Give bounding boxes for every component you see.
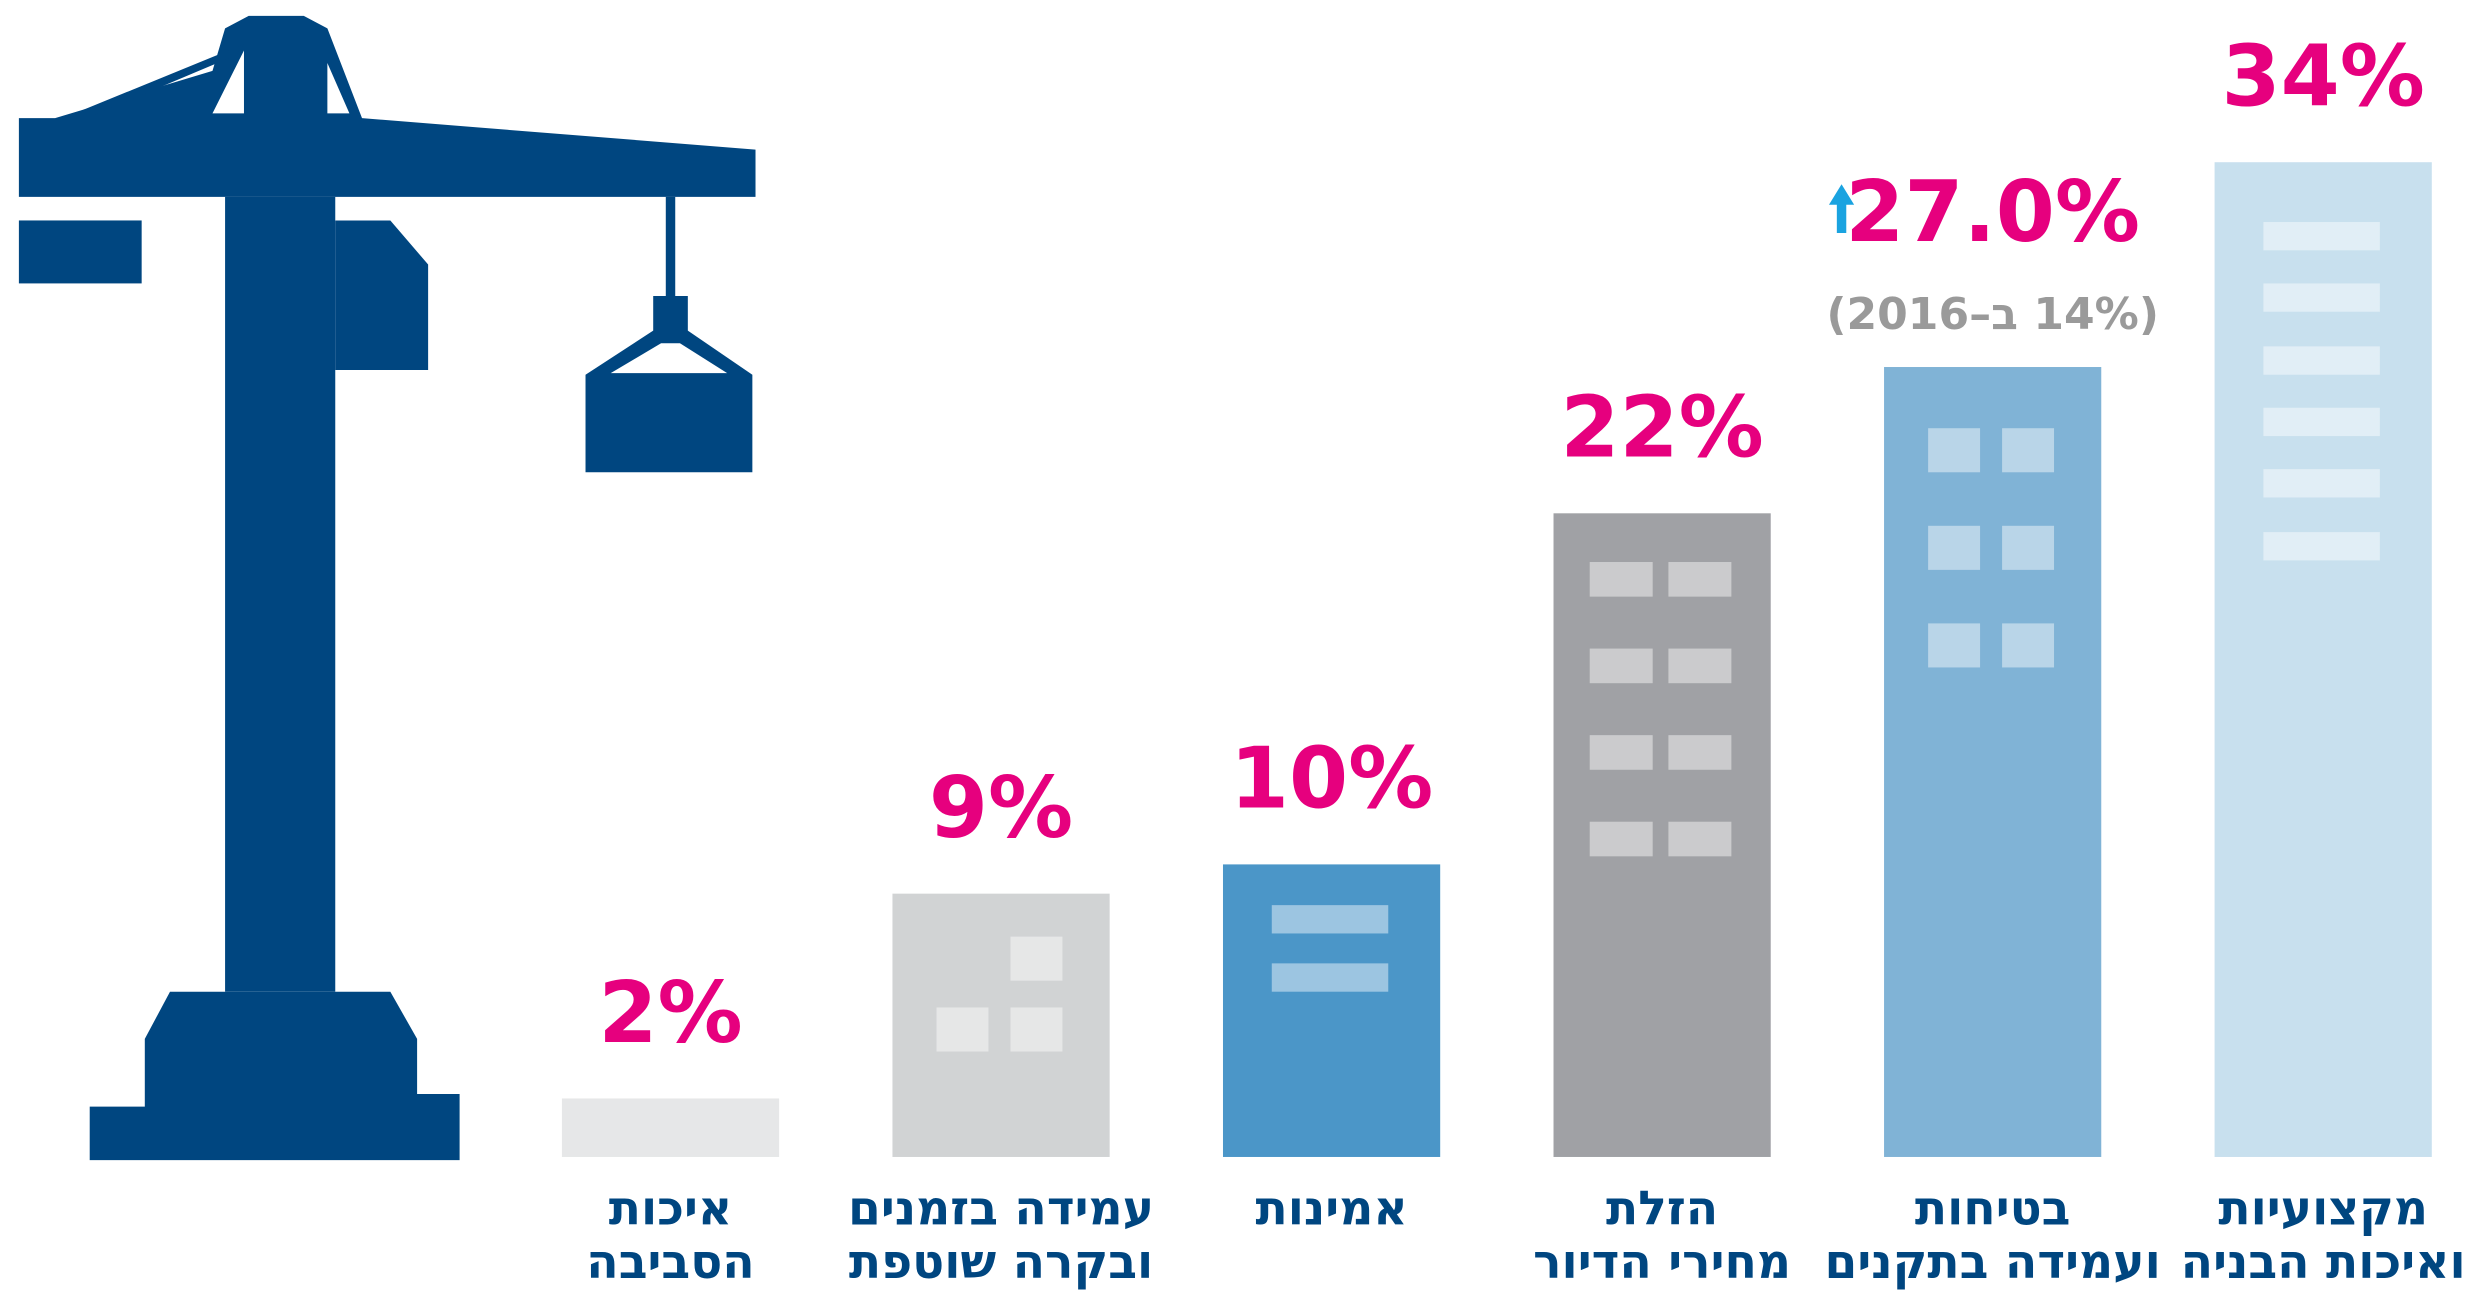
category-label: הסביבה	[586, 1235, 754, 1290]
category-label: בטיחות	[1915, 1182, 2071, 1237]
value-label: 27.0%	[1845, 163, 2140, 262]
chart: 2% איכותהסביבה 9% עמידה בזמניםובקרה שוטפת 10…	[0, 0, 2468, 1294]
bar	[562, 1098, 779, 1157]
category-label: מחירי הדיור	[1533, 1235, 1791, 1290]
value-label: 10%	[1230, 730, 1433, 829]
category-label: ואיכות הבניה	[2181, 1235, 2466, 1290]
bar	[1554, 513, 1771, 1157]
bar	[1884, 367, 2101, 1157]
category-label: הזלת	[1606, 1182, 1718, 1237]
category-label: ובקרה שוטפת	[849, 1235, 1153, 1290]
value-label: 22%	[1560, 379, 1763, 478]
category-label: אמינות	[1255, 1182, 1407, 1237]
annotation: (14% ב–2016)	[1826, 289, 2159, 340]
value-label: 2%	[598, 964, 742, 1063]
category-label: מקצועיות	[2218, 1182, 2428, 1237]
value-label: 34%	[2221, 28, 2424, 127]
page: 2% איכותהסביבה 9% עמידה בזמניםובקרה שוטפת 10…	[0, 0, 2468, 1294]
category-label: ועמידה בתקנים	[1825, 1235, 2161, 1290]
category-label: עמידה בזמנים	[848, 1182, 1154, 1237]
bar	[892, 894, 1109, 1157]
category-label: איכות	[609, 1182, 732, 1237]
value-label: 9%	[929, 759, 1073, 858]
